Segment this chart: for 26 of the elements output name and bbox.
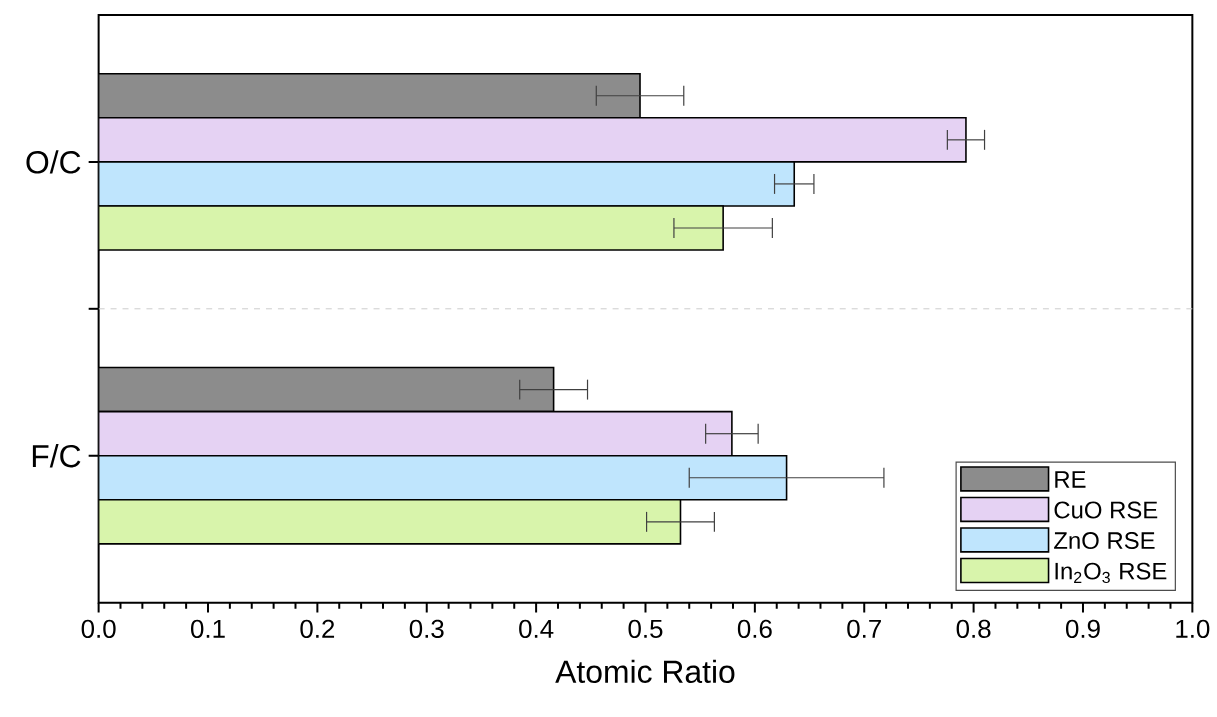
y-tick-label: F/C xyxy=(32,443,81,468)
x-tick-label: 0.8 xyxy=(956,619,991,638)
bar xyxy=(98,410,733,457)
x-tick-label: 0.2 xyxy=(300,619,335,638)
bar xyxy=(98,454,788,501)
x-tick-label: 0.6 xyxy=(737,619,772,638)
legend-label: In$_{2}$O$_{3}$ RSE xyxy=(1055,562,1167,583)
x-tick-label: 0.0 xyxy=(81,619,116,638)
bar xyxy=(98,116,967,163)
bar xyxy=(98,498,682,545)
legend-label: RE xyxy=(1055,471,1086,488)
bar xyxy=(98,72,641,119)
y-tick-label: O/C xyxy=(26,150,81,174)
x-tick-label: 0.5 xyxy=(628,619,663,638)
x-tick-label: 0.3 xyxy=(409,619,444,638)
x-tick-label: 0.1 xyxy=(190,619,225,638)
x-axis-title: Atomic Ratio xyxy=(555,659,735,683)
x-tick-label: 0.4 xyxy=(519,619,554,638)
x-tick-label: 0.7 xyxy=(847,619,881,638)
bar xyxy=(98,160,796,207)
x-tick-label: 0.9 xyxy=(1065,619,1100,638)
legend-label: CuO RSE xyxy=(1054,501,1158,519)
legend-label: ZnO RSE xyxy=(1054,532,1155,549)
bar xyxy=(98,205,724,251)
x-tick-label: 1.0 xyxy=(1176,619,1210,638)
bar xyxy=(98,366,555,413)
